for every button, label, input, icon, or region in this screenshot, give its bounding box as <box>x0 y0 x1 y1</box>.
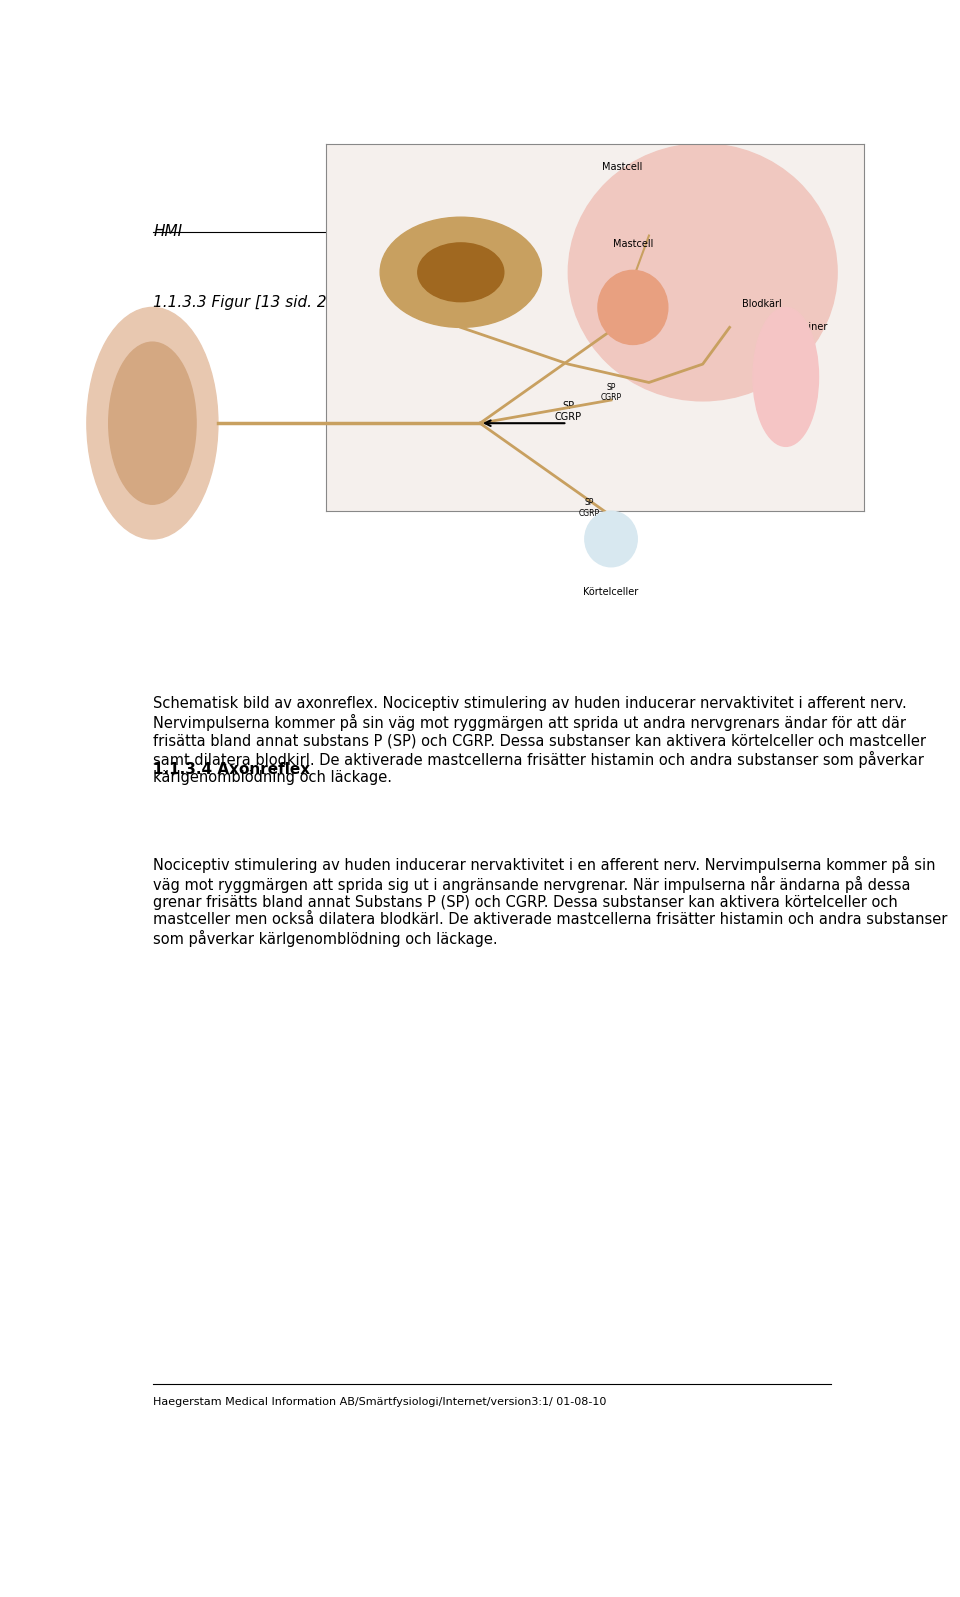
Circle shape <box>585 511 637 567</box>
Text: Blodkärl: Blodkärl <box>742 299 781 310</box>
Text: 6: 6 <box>821 224 830 238</box>
Text: SP
CGRP: SP CGRP <box>622 297 643 318</box>
Text: Nociceptiv stimulering av huden inducerar nervaktivitet i en afferent nerv. Nerv: Nociceptiv stimulering av huden inducera… <box>154 856 948 947</box>
Text: Mastcell: Mastcell <box>602 163 642 172</box>
Text: HMI: HMI <box>154 224 182 238</box>
Circle shape <box>418 243 504 302</box>
Text: SP
CGRP: SP CGRP <box>579 498 600 517</box>
Circle shape <box>380 217 541 327</box>
Ellipse shape <box>753 308 819 446</box>
Ellipse shape <box>108 342 196 505</box>
Text: Körtelceller: Körtelceller <box>584 586 638 597</box>
Circle shape <box>598 270 668 345</box>
Text: Proteiner: Proteiner <box>783 323 828 332</box>
Text: Mastcell: Mastcell <box>612 240 653 249</box>
Ellipse shape <box>86 308 218 540</box>
Text: Haegerstam Medical Information AB/Smärtfysiologi/Internet/version3:1/ 01-08-10: Haegerstam Medical Information AB/Smärtf… <box>154 1396 607 1407</box>
Ellipse shape <box>568 144 837 401</box>
Text: SP
CGRP: SP CGRP <box>600 383 622 402</box>
Text: Schematisk bild av axonreflex. Nociceptiv stimulering av huden inducerar nervakt: Schematisk bild av axonreflex. Nocicepti… <box>154 696 926 786</box>
Text: SP
CGRP: SP CGRP <box>555 401 582 423</box>
Text: 1.1.3.3 Figur [13 sid. 24 i Smärta III]: 1.1.3.3 Figur [13 sid. 24 i Smärta III] <box>154 295 431 310</box>
Text: 1.1.3.4 Axonreflex: 1.1.3.4 Axonreflex <box>154 762 311 778</box>
